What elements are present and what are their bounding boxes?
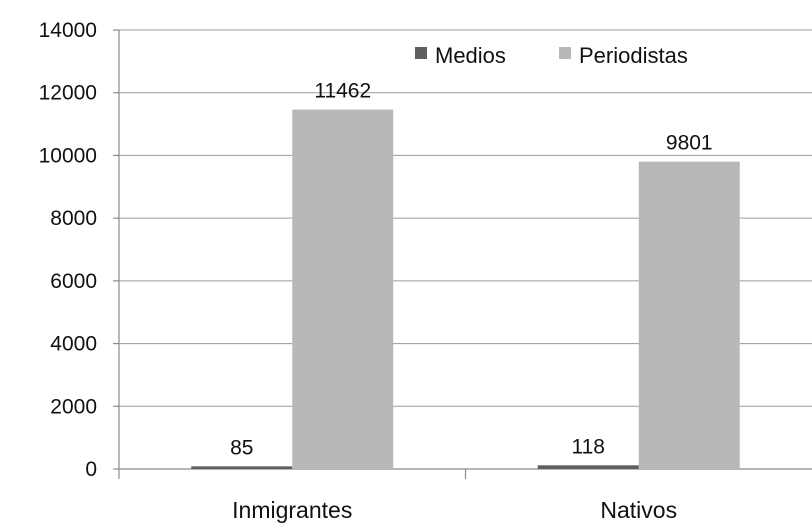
- legend: Medios Periodistas: [415, 43, 688, 68]
- x-category-label: Inmigrantes: [232, 497, 352, 523]
- legend-label-medios: Medios: [435, 43, 506, 68]
- y-axis-ticks: 0 2000 4000 6000 8000 10000 12000 14000: [39, 19, 119, 481]
- legend-label-periodistas: Periodistas: [579, 43, 688, 68]
- y-tick-label: 4000: [50, 333, 97, 356]
- bars: [191, 109, 740, 470]
- data-label: 118: [572, 435, 605, 458]
- bar-periodistas-inmigrantes: [292, 109, 394, 470]
- data-labels: 85 11462 118 9801: [230, 80, 713, 460]
- legend-swatch-periodistas: [559, 47, 571, 59]
- legend-swatch-medios: [415, 47, 427, 59]
- data-label: 11462: [314, 80, 371, 103]
- y-tick-label: 6000: [50, 270, 97, 293]
- y-tick-label: 10000: [39, 144, 97, 167]
- x-axis-category-dividers: [118, 469, 467, 479]
- data-label: 9801: [666, 132, 713, 155]
- y-tick-label: 8000: [50, 207, 97, 230]
- data-label: 85: [230, 436, 253, 459]
- y-tick-label: 12000: [39, 82, 97, 105]
- x-category-label: Nativos: [600, 497, 677, 523]
- bar-periodistas-nativos: [638, 161, 740, 469]
- y-tick-label: 0: [85, 458, 97, 481]
- bar-medios-inmigrantes: [191, 466, 293, 469]
- x-axis-category-labels: Inmigrantes Nativos: [232, 497, 677, 523]
- y-tick-label: 2000: [50, 395, 97, 418]
- gridlines: [119, 29, 812, 407]
- y-tick-label: 14000: [39, 19, 97, 42]
- bar-medios-nativos: [537, 465, 639, 469]
